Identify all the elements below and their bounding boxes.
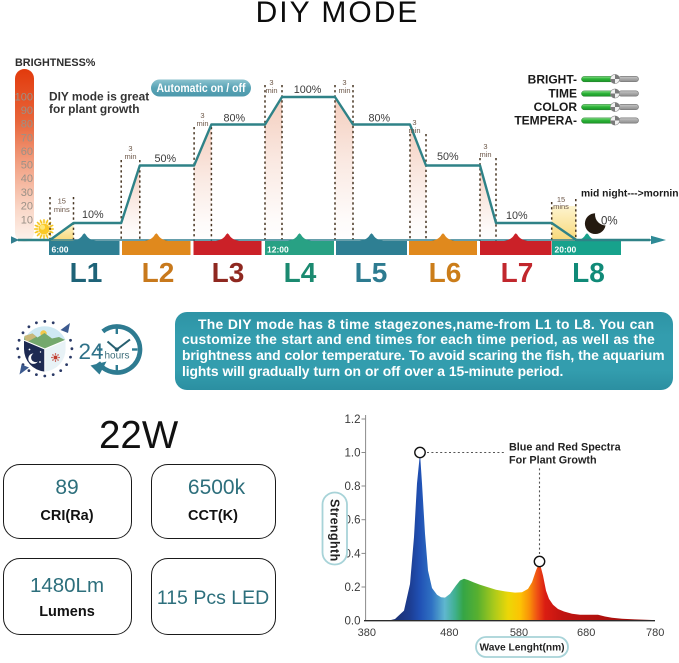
svg-text:L1: L1: [70, 257, 103, 288]
svg-text:Strenghth: Strenghth: [327, 499, 341, 562]
svg-text:min: min: [338, 86, 350, 95]
svg-text:80%: 80%: [369, 113, 391, 125]
svg-text:10%: 10%: [82, 209, 104, 221]
svg-text:480: 480: [440, 627, 458, 639]
svg-text:hours: hours: [105, 351, 130, 362]
svg-text:Blue and Red Spectra: Blue and Red Spectra: [509, 442, 622, 454]
svg-text:15: 15: [557, 195, 565, 204]
svg-text:3: 3: [412, 118, 416, 127]
svg-text:BRIGHT-: BRIGHT-: [528, 73, 577, 87]
svg-text:10%: 10%: [506, 210, 528, 222]
svg-text:mid night--->morning: mid night--->morning: [581, 189, 679, 200]
svg-text:DIY mode is great: DIY mode is great: [49, 89, 149, 103]
svg-text:for plant growth: for plant growth: [49, 102, 140, 116]
svg-text:80%: 80%: [224, 113, 246, 125]
svg-text:80: 80: [21, 119, 33, 131]
svg-text:min: min: [265, 86, 277, 95]
svg-text:3: 3: [128, 144, 132, 153]
svg-text:15: 15: [58, 197, 66, 206]
svg-text:min: min: [479, 150, 491, 159]
svg-text:0.2: 0.2: [345, 582, 361, 594]
svg-text:1.0: 1.0: [345, 448, 361, 460]
svg-text:100: 100: [15, 92, 33, 104]
svg-text:For Plant Growth: For Plant Growth: [509, 455, 597, 467]
svg-text:3: 3: [269, 78, 273, 87]
svg-text:6:00: 6:00: [52, 245, 69, 255]
svg-text:TIME: TIME: [548, 87, 577, 101]
svg-text:3: 3: [483, 142, 487, 151]
svg-text:0.4: 0.4: [345, 548, 362, 560]
svg-text:780: 780: [646, 627, 664, 639]
svg-text:680: 680: [577, 627, 595, 639]
svg-text:0%: 0%: [601, 216, 618, 228]
svg-text:0.8: 0.8: [345, 481, 361, 493]
svg-text:60: 60: [21, 146, 33, 158]
svg-text:1.2: 1.2: [345, 414, 361, 426]
svg-text:Wave Lenght(nm): Wave Lenght(nm): [479, 643, 564, 654]
svg-text:30: 30: [21, 187, 33, 199]
svg-text:0.0: 0.0: [345, 616, 361, 628]
svg-text:3: 3: [342, 78, 346, 87]
svg-text:L3: L3: [212, 257, 245, 288]
svg-text:50: 50: [21, 160, 33, 172]
svg-text:mins: mins: [553, 202, 569, 211]
svg-text:L4: L4: [284, 257, 317, 288]
svg-text:20: 20: [21, 201, 33, 213]
svg-text:min: min: [124, 152, 136, 161]
svg-text:mins: mins: [54, 205, 70, 214]
svg-text:50%: 50%: [437, 151, 459, 163]
svg-text:min: min: [408, 126, 420, 135]
svg-text:L5: L5: [355, 257, 388, 288]
svg-text:10: 10: [21, 215, 33, 227]
svg-text:L6: L6: [429, 257, 462, 288]
svg-text:70: 70: [21, 133, 33, 145]
svg-text:TEMPERA-: TEMPERA-: [514, 114, 577, 128]
svg-text:50%: 50%: [155, 153, 177, 165]
svg-text:100%: 100%: [294, 84, 322, 96]
svg-text:380: 380: [358, 627, 376, 639]
svg-text:L7: L7: [501, 257, 534, 288]
svg-text:BRIGHTNESS%: BRIGHTNESS%: [15, 57, 96, 69]
svg-text:3: 3: [200, 111, 204, 120]
svg-text:12:00: 12:00: [267, 245, 289, 255]
svg-text:0.6: 0.6: [345, 515, 361, 527]
svg-text:min: min: [196, 119, 208, 128]
svg-text:580: 580: [510, 627, 528, 639]
svg-text:L2: L2: [142, 257, 175, 288]
svg-text:Automatic on / off: Automatic on / off: [157, 83, 246, 95]
svg-text:COLOR: COLOR: [534, 100, 578, 114]
svg-text:90: 90: [21, 105, 33, 117]
svg-text:40: 40: [21, 173, 33, 185]
svg-text:L8: L8: [572, 257, 605, 288]
svg-text:20:00: 20:00: [555, 245, 577, 255]
svg-text:24: 24: [79, 339, 104, 364]
